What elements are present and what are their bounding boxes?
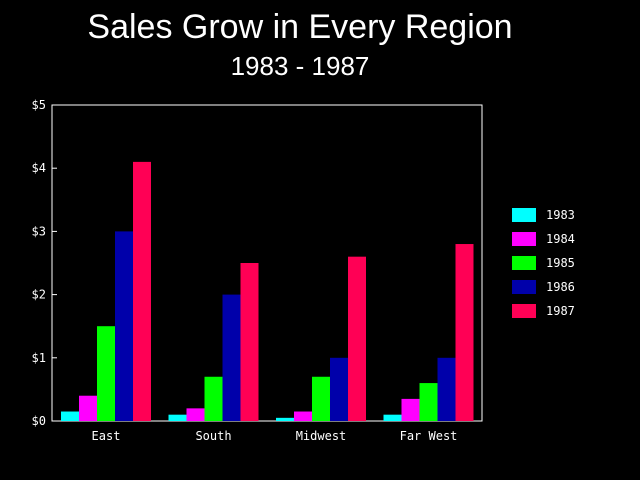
legend-swatch <box>512 280 536 294</box>
bar-1986-south <box>222 294 241 421</box>
legend-label: 1983 <box>546 208 575 222</box>
bar-1984-far-west <box>401 398 420 421</box>
bar-1986-far-west <box>437 357 456 421</box>
bar-1983-south <box>168 414 187 421</box>
bar-1985-far-west <box>419 383 438 421</box>
bar-1983-far-west <box>383 414 402 421</box>
chart-subtitle: 1983 - 1987 <box>231 51 370 81</box>
legend-label: 1987 <box>546 304 575 318</box>
y-axis: $0 $1 $2 $3 $4 $5 <box>32 98 57 428</box>
x-tick-label: East <box>92 429 121 443</box>
bar-1986-midwest <box>330 357 348 421</box>
legend: 1983 1984 1985 1986 1987 <box>512 208 575 318</box>
bar-1987-midwest <box>348 256 366 421</box>
y-tick-label: $5 <box>32 98 46 112</box>
x-tick-label: Far West <box>400 429 458 443</box>
legend-label: 1986 <box>546 280 575 294</box>
y-tick-label: $3 <box>32 224 46 238</box>
bar-1986-east <box>115 231 133 421</box>
bar-1983-east <box>61 411 79 421</box>
bar-1985-south <box>204 376 223 421</box>
legend-swatch <box>512 232 536 246</box>
legend-label: 1984 <box>546 232 575 246</box>
bar-1985-east <box>97 326 115 421</box>
bar-1987-east <box>133 161 151 421</box>
x-tick-label: Midwest <box>296 429 347 443</box>
bar-1984-east <box>79 395 97 421</box>
y-tick-label: $4 <box>32 161 46 175</box>
y-tick-label: $0 <box>32 414 46 428</box>
y-tick-label: $1 <box>32 351 46 365</box>
bar-1985-midwest <box>312 376 330 421</box>
legend-label: 1985 <box>546 256 575 270</box>
bar-1987-south <box>240 263 259 421</box>
chart-title: Sales Grow in Every Region <box>87 8 512 46</box>
legend-swatch <box>512 256 536 270</box>
plot-area <box>51 104 483 422</box>
bars <box>61 161 474 421</box>
bar-1984-midwest <box>294 411 312 421</box>
x-axis: East South Midwest Far West <box>92 429 458 443</box>
legend-swatch <box>512 208 536 222</box>
bar-1987-far-west <box>455 244 474 421</box>
bar-1983-midwest <box>276 417 294 421</box>
bar-1984-south <box>186 408 205 421</box>
legend-swatch <box>512 304 536 318</box>
y-tick-label: $2 <box>32 288 46 302</box>
x-tick-label: South <box>195 429 231 443</box>
